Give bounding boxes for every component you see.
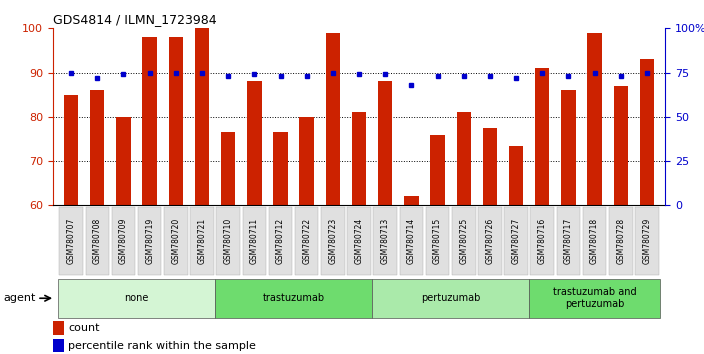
- Bar: [561, 90, 576, 205]
- Text: GSM780718: GSM780718: [590, 218, 599, 264]
- Text: GSM780727: GSM780727: [512, 218, 520, 264]
- Text: GSM780721: GSM780721: [198, 218, 206, 264]
- Bar: [509, 145, 523, 205]
- FancyBboxPatch shape: [216, 207, 240, 275]
- FancyBboxPatch shape: [269, 207, 292, 275]
- FancyBboxPatch shape: [295, 207, 318, 275]
- Text: GSM780720: GSM780720: [171, 218, 180, 264]
- Text: GSM780715: GSM780715: [433, 218, 442, 264]
- Text: GSM780712: GSM780712: [276, 218, 285, 264]
- FancyBboxPatch shape: [531, 207, 554, 275]
- FancyBboxPatch shape: [347, 207, 371, 275]
- Text: GSM780725: GSM780725: [459, 218, 468, 264]
- FancyBboxPatch shape: [609, 207, 633, 275]
- Bar: [169, 37, 183, 205]
- FancyBboxPatch shape: [138, 207, 161, 275]
- Text: count: count: [68, 323, 99, 333]
- FancyBboxPatch shape: [452, 207, 475, 275]
- Text: GSM780724: GSM780724: [355, 218, 363, 264]
- Text: GSM780709: GSM780709: [119, 217, 128, 264]
- FancyBboxPatch shape: [504, 207, 528, 275]
- Bar: [247, 81, 262, 205]
- Bar: [614, 86, 628, 205]
- Bar: [456, 112, 471, 205]
- Bar: [352, 112, 366, 205]
- Text: GSM780710: GSM780710: [224, 218, 232, 264]
- Bar: [116, 117, 131, 205]
- FancyBboxPatch shape: [372, 279, 529, 318]
- Text: GSM780726: GSM780726: [486, 218, 494, 264]
- Bar: [404, 196, 419, 205]
- FancyBboxPatch shape: [529, 279, 660, 318]
- Bar: [378, 81, 392, 205]
- Text: trastuzumab and
pertuzumab: trastuzumab and pertuzumab: [553, 287, 636, 309]
- Text: pertuzumab: pertuzumab: [421, 293, 480, 303]
- FancyBboxPatch shape: [321, 207, 345, 275]
- Bar: [53, 339, 63, 352]
- Text: GSM780728: GSM780728: [616, 218, 625, 264]
- FancyBboxPatch shape: [478, 207, 502, 275]
- Text: GSM780719: GSM780719: [145, 218, 154, 264]
- Bar: [299, 117, 314, 205]
- Text: GSM780716: GSM780716: [538, 218, 547, 264]
- FancyBboxPatch shape: [85, 207, 109, 275]
- Bar: [430, 135, 445, 205]
- Text: GSM780723: GSM780723: [328, 218, 337, 264]
- FancyBboxPatch shape: [215, 279, 372, 318]
- FancyBboxPatch shape: [190, 207, 214, 275]
- Bar: [90, 90, 104, 205]
- FancyBboxPatch shape: [164, 207, 187, 275]
- Bar: [640, 59, 654, 205]
- Text: GSM780714: GSM780714: [407, 218, 416, 264]
- Bar: [483, 128, 497, 205]
- Bar: [587, 33, 602, 205]
- Bar: [326, 33, 340, 205]
- Text: GSM780729: GSM780729: [643, 218, 651, 264]
- Text: GDS4814 / ILMN_1723984: GDS4814 / ILMN_1723984: [53, 13, 216, 26]
- Bar: [142, 37, 157, 205]
- FancyBboxPatch shape: [373, 207, 397, 275]
- Text: agent: agent: [3, 293, 35, 303]
- FancyBboxPatch shape: [58, 279, 215, 318]
- Bar: [53, 321, 63, 335]
- Text: none: none: [125, 293, 149, 303]
- Bar: [273, 132, 288, 205]
- Text: percentile rank within the sample: percentile rank within the sample: [68, 341, 256, 350]
- FancyBboxPatch shape: [635, 207, 659, 275]
- FancyBboxPatch shape: [400, 207, 423, 275]
- FancyBboxPatch shape: [112, 207, 135, 275]
- Text: GSM780711: GSM780711: [250, 218, 259, 264]
- Bar: [535, 68, 549, 205]
- Text: GSM780707: GSM780707: [67, 217, 75, 264]
- FancyBboxPatch shape: [426, 207, 449, 275]
- FancyBboxPatch shape: [557, 207, 580, 275]
- Text: GSM780708: GSM780708: [93, 218, 102, 264]
- Text: GSM780722: GSM780722: [302, 218, 311, 264]
- Bar: [195, 28, 209, 205]
- FancyBboxPatch shape: [59, 207, 83, 275]
- Text: trastuzumab: trastuzumab: [263, 293, 325, 303]
- Text: GSM780717: GSM780717: [564, 218, 573, 264]
- Text: GSM780713: GSM780713: [381, 218, 390, 264]
- FancyBboxPatch shape: [243, 207, 266, 275]
- Bar: [221, 132, 235, 205]
- Bar: [64, 95, 78, 205]
- FancyBboxPatch shape: [583, 207, 606, 275]
